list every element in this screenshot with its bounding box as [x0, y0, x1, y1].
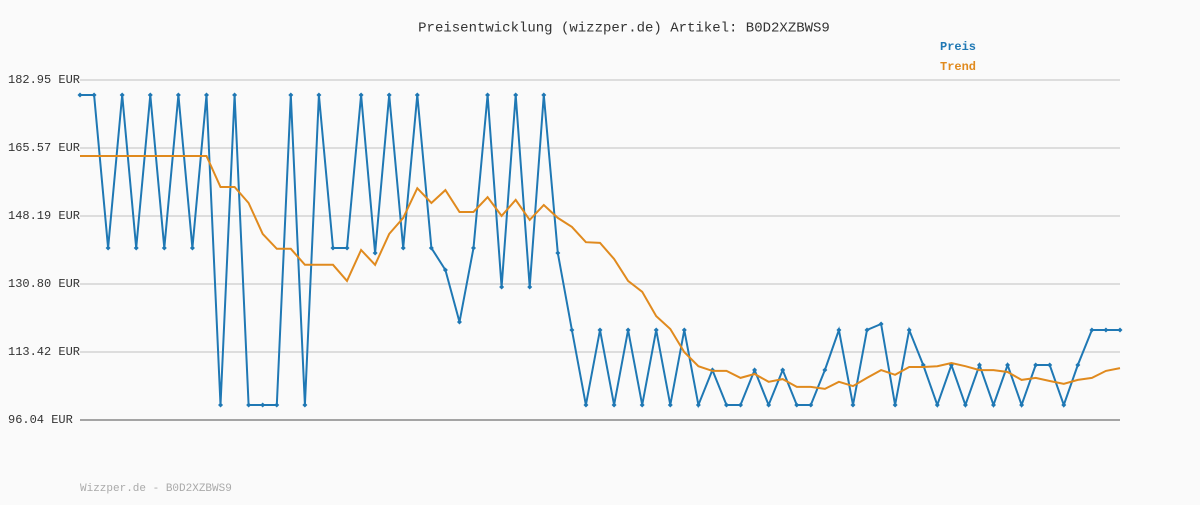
point [794, 402, 800, 408]
point [203, 92, 209, 98]
point [1005, 362, 1011, 368]
point [414, 92, 420, 98]
point [991, 402, 997, 408]
point [1061, 402, 1067, 408]
point [1103, 327, 1109, 333]
point [456, 319, 462, 325]
point [878, 321, 884, 327]
point [471, 245, 477, 251]
point [442, 267, 448, 273]
point [808, 402, 814, 408]
legend-entry: Preis [940, 40, 976, 54]
point [583, 402, 589, 408]
point [850, 402, 856, 408]
point [723, 402, 729, 408]
point [175, 92, 181, 98]
point [344, 245, 350, 251]
point [133, 245, 139, 251]
point [358, 92, 364, 98]
point [752, 367, 758, 373]
point [386, 92, 392, 98]
chart-title: Preisentwicklung (wizzper.de) Artikel: B… [418, 21, 830, 37]
point [274, 402, 280, 408]
point [892, 402, 898, 408]
point [695, 402, 701, 408]
point [119, 92, 125, 98]
point [499, 284, 505, 290]
point [1019, 402, 1025, 408]
point [738, 402, 744, 408]
point [1075, 362, 1081, 368]
y-tick-label: 165.57 EUR [8, 141, 80, 155]
point [260, 402, 266, 408]
point [316, 92, 322, 98]
y-tick-label: 113.42 EUR [8, 345, 80, 359]
point [1033, 362, 1039, 368]
point [428, 245, 434, 251]
point [400, 245, 406, 251]
point [766, 402, 772, 408]
point [485, 92, 491, 98]
point [780, 367, 786, 373]
point [822, 367, 828, 373]
point [302, 402, 308, 408]
point [611, 402, 617, 408]
footer: Wizzper.de - B0D2XZBWS9 [80, 483, 232, 495]
point [232, 92, 238, 98]
point [1089, 327, 1095, 333]
point [836, 327, 842, 333]
point [639, 402, 645, 408]
point [246, 402, 252, 408]
point [976, 362, 982, 368]
point [864, 327, 870, 333]
y-tick-label: 130.80 EUR [8, 277, 80, 291]
point [91, 92, 97, 98]
point [681, 327, 687, 333]
point [288, 92, 294, 98]
point [597, 327, 603, 333]
point [1047, 362, 1053, 368]
point [372, 250, 378, 256]
point [189, 245, 195, 251]
point [527, 284, 533, 290]
point [962, 402, 968, 408]
point [330, 245, 336, 251]
y-tick-label: 96.04 EUR [8, 413, 73, 427]
point [513, 92, 519, 98]
point [653, 327, 659, 333]
point [105, 245, 111, 251]
point [569, 327, 575, 333]
point [218, 402, 224, 408]
point [625, 327, 631, 333]
y-tick-label: 182.95 EUR [8, 73, 80, 87]
point [77, 92, 83, 98]
point [667, 402, 673, 408]
line-1 [80, 155, 1121, 390]
point [906, 327, 912, 333]
point [555, 250, 561, 256]
y-tick-label: 148.19 EUR [8, 209, 80, 223]
point [541, 92, 547, 98]
point [161, 245, 167, 251]
legend-entry: Trend [940, 60, 976, 74]
point [934, 402, 940, 408]
point [147, 92, 153, 98]
point [1117, 327, 1123, 333]
